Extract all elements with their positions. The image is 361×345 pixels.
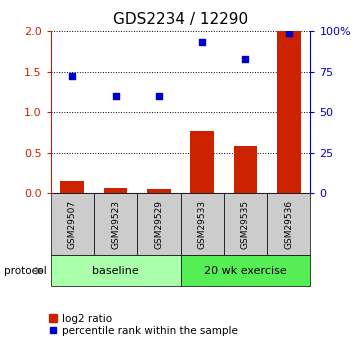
Bar [180,193,224,255]
Point [243,56,248,61]
Bar [190,131,214,193]
Bar [224,193,267,255]
Point [286,30,292,36]
Bar [234,146,257,193]
Point [156,93,162,99]
Bar [277,31,301,193]
Bar [267,193,310,255]
Bar [94,193,137,255]
Text: baseline: baseline [92,266,139,276]
Text: GSM29507: GSM29507 [68,200,77,249]
Text: GSM29536: GSM29536 [284,200,293,249]
Bar [51,255,180,286]
Text: GSM29523: GSM29523 [111,200,120,249]
Point [113,93,118,99]
Text: GSM29529: GSM29529 [155,200,163,249]
Bar [137,193,180,255]
Text: GSM29535: GSM29535 [241,200,250,249]
Bar [147,189,171,193]
Bar [60,181,84,193]
Bar [104,188,127,193]
Point [199,40,205,45]
Text: 20 wk exercise: 20 wk exercise [204,266,287,276]
Point [69,74,75,79]
Text: protocol: protocol [4,266,46,276]
Text: GSM29533: GSM29533 [198,200,206,249]
Legend: log2 ratio, percentile rank within the sample: log2 ratio, percentile rank within the s… [45,309,242,340]
Bar [51,193,94,255]
Bar [180,255,310,286]
Text: GDS2234 / 12290: GDS2234 / 12290 [113,12,248,27]
